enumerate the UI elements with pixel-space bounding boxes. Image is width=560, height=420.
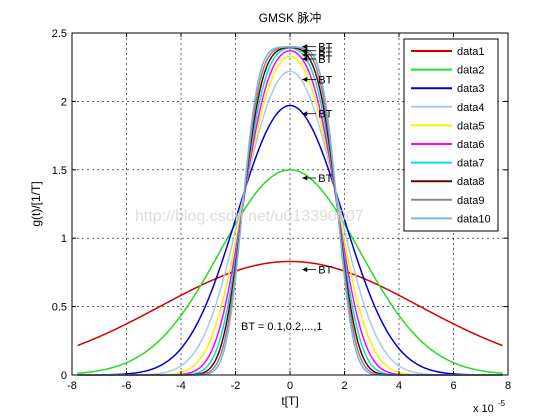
chart-title: GMSK 脉冲: [259, 10, 322, 25]
x-tick-label: 8: [505, 380, 511, 392]
legend-label: data2: [457, 65, 485, 77]
y-tick-label: 1: [61, 233, 67, 245]
legend-label: data8: [457, 176, 485, 188]
series-line-data2: [77, 169, 503, 375]
series-line-data3: [77, 104, 503, 376]
bt-range-annotation: BT = 0.1,0.2,...,1: [241, 321, 322, 333]
x-tick-label: 0: [287, 380, 293, 392]
axis-ticks: -8 -6 -4 -2 0 2 4 6 8 0 0.5 1 1.5 2 2.5: [52, 28, 511, 392]
x-tick-label: -2: [231, 380, 241, 392]
bt-label: BT: [318, 75, 332, 87]
bt-label: BT: [318, 46, 332, 58]
legend-label: data10: [457, 213, 491, 225]
x-exponent-label: x 10: [473, 403, 494, 415]
y-tick-label: 1.5: [52, 165, 67, 177]
legend-label: data3: [457, 83, 485, 95]
bt-arrowhead: [302, 175, 308, 181]
bt-arrowhead: [302, 111, 308, 117]
y-tick-label: 2.5: [52, 28, 67, 40]
y-tick-label: 0: [61, 370, 67, 382]
bt-arrowhead: [302, 77, 308, 83]
y-tick-label: 0.5: [52, 302, 67, 314]
x-tick-label: 2: [341, 380, 347, 392]
bt-arrowhead: [302, 56, 308, 62]
y-tick-label: 2: [61, 96, 67, 108]
bt-arrowhead: [302, 44, 308, 50]
bt-label: BT: [318, 50, 332, 62]
legend-label: data1: [457, 46, 485, 58]
x-tick-label: -4: [176, 380, 186, 392]
series-line-data1: [77, 260, 503, 347]
grid: [72, 33, 508, 375]
y-axis-label: g(t)/[1/T]: [29, 181, 43, 226]
bt-label: BT: [318, 42, 332, 54]
x-tick-label: -6: [122, 380, 132, 392]
legend-label: data4: [457, 102, 485, 114]
x-exponent-power: -5: [498, 399, 506, 408]
bt-label: BT: [318, 173, 332, 185]
bt-arrowhead: [302, 267, 308, 273]
x-tick-label: 6: [450, 380, 456, 392]
bt-label: BT: [318, 109, 332, 121]
watermark-text: http://blog.csdn.net/u013390007: [135, 208, 364, 225]
bt-arrowhead: [302, 52, 308, 58]
x-tick-label: -8: [67, 380, 77, 392]
legend-label: data9: [457, 195, 485, 207]
bt-label: BT: [318, 54, 332, 66]
x-axis-label: t[T]: [281, 394, 298, 408]
legend-label: data7: [457, 158, 485, 170]
legend: data1 data2 data3 data4 data5 data6 data7 data8…: [403, 38, 499, 232]
legend-label: data6: [457, 139, 485, 151]
x-tick-label: 4: [396, 380, 402, 392]
bt-label: BT: [318, 265, 332, 277]
legend-label: data5: [457, 120, 485, 132]
bt-arrowhead: [302, 48, 308, 54]
